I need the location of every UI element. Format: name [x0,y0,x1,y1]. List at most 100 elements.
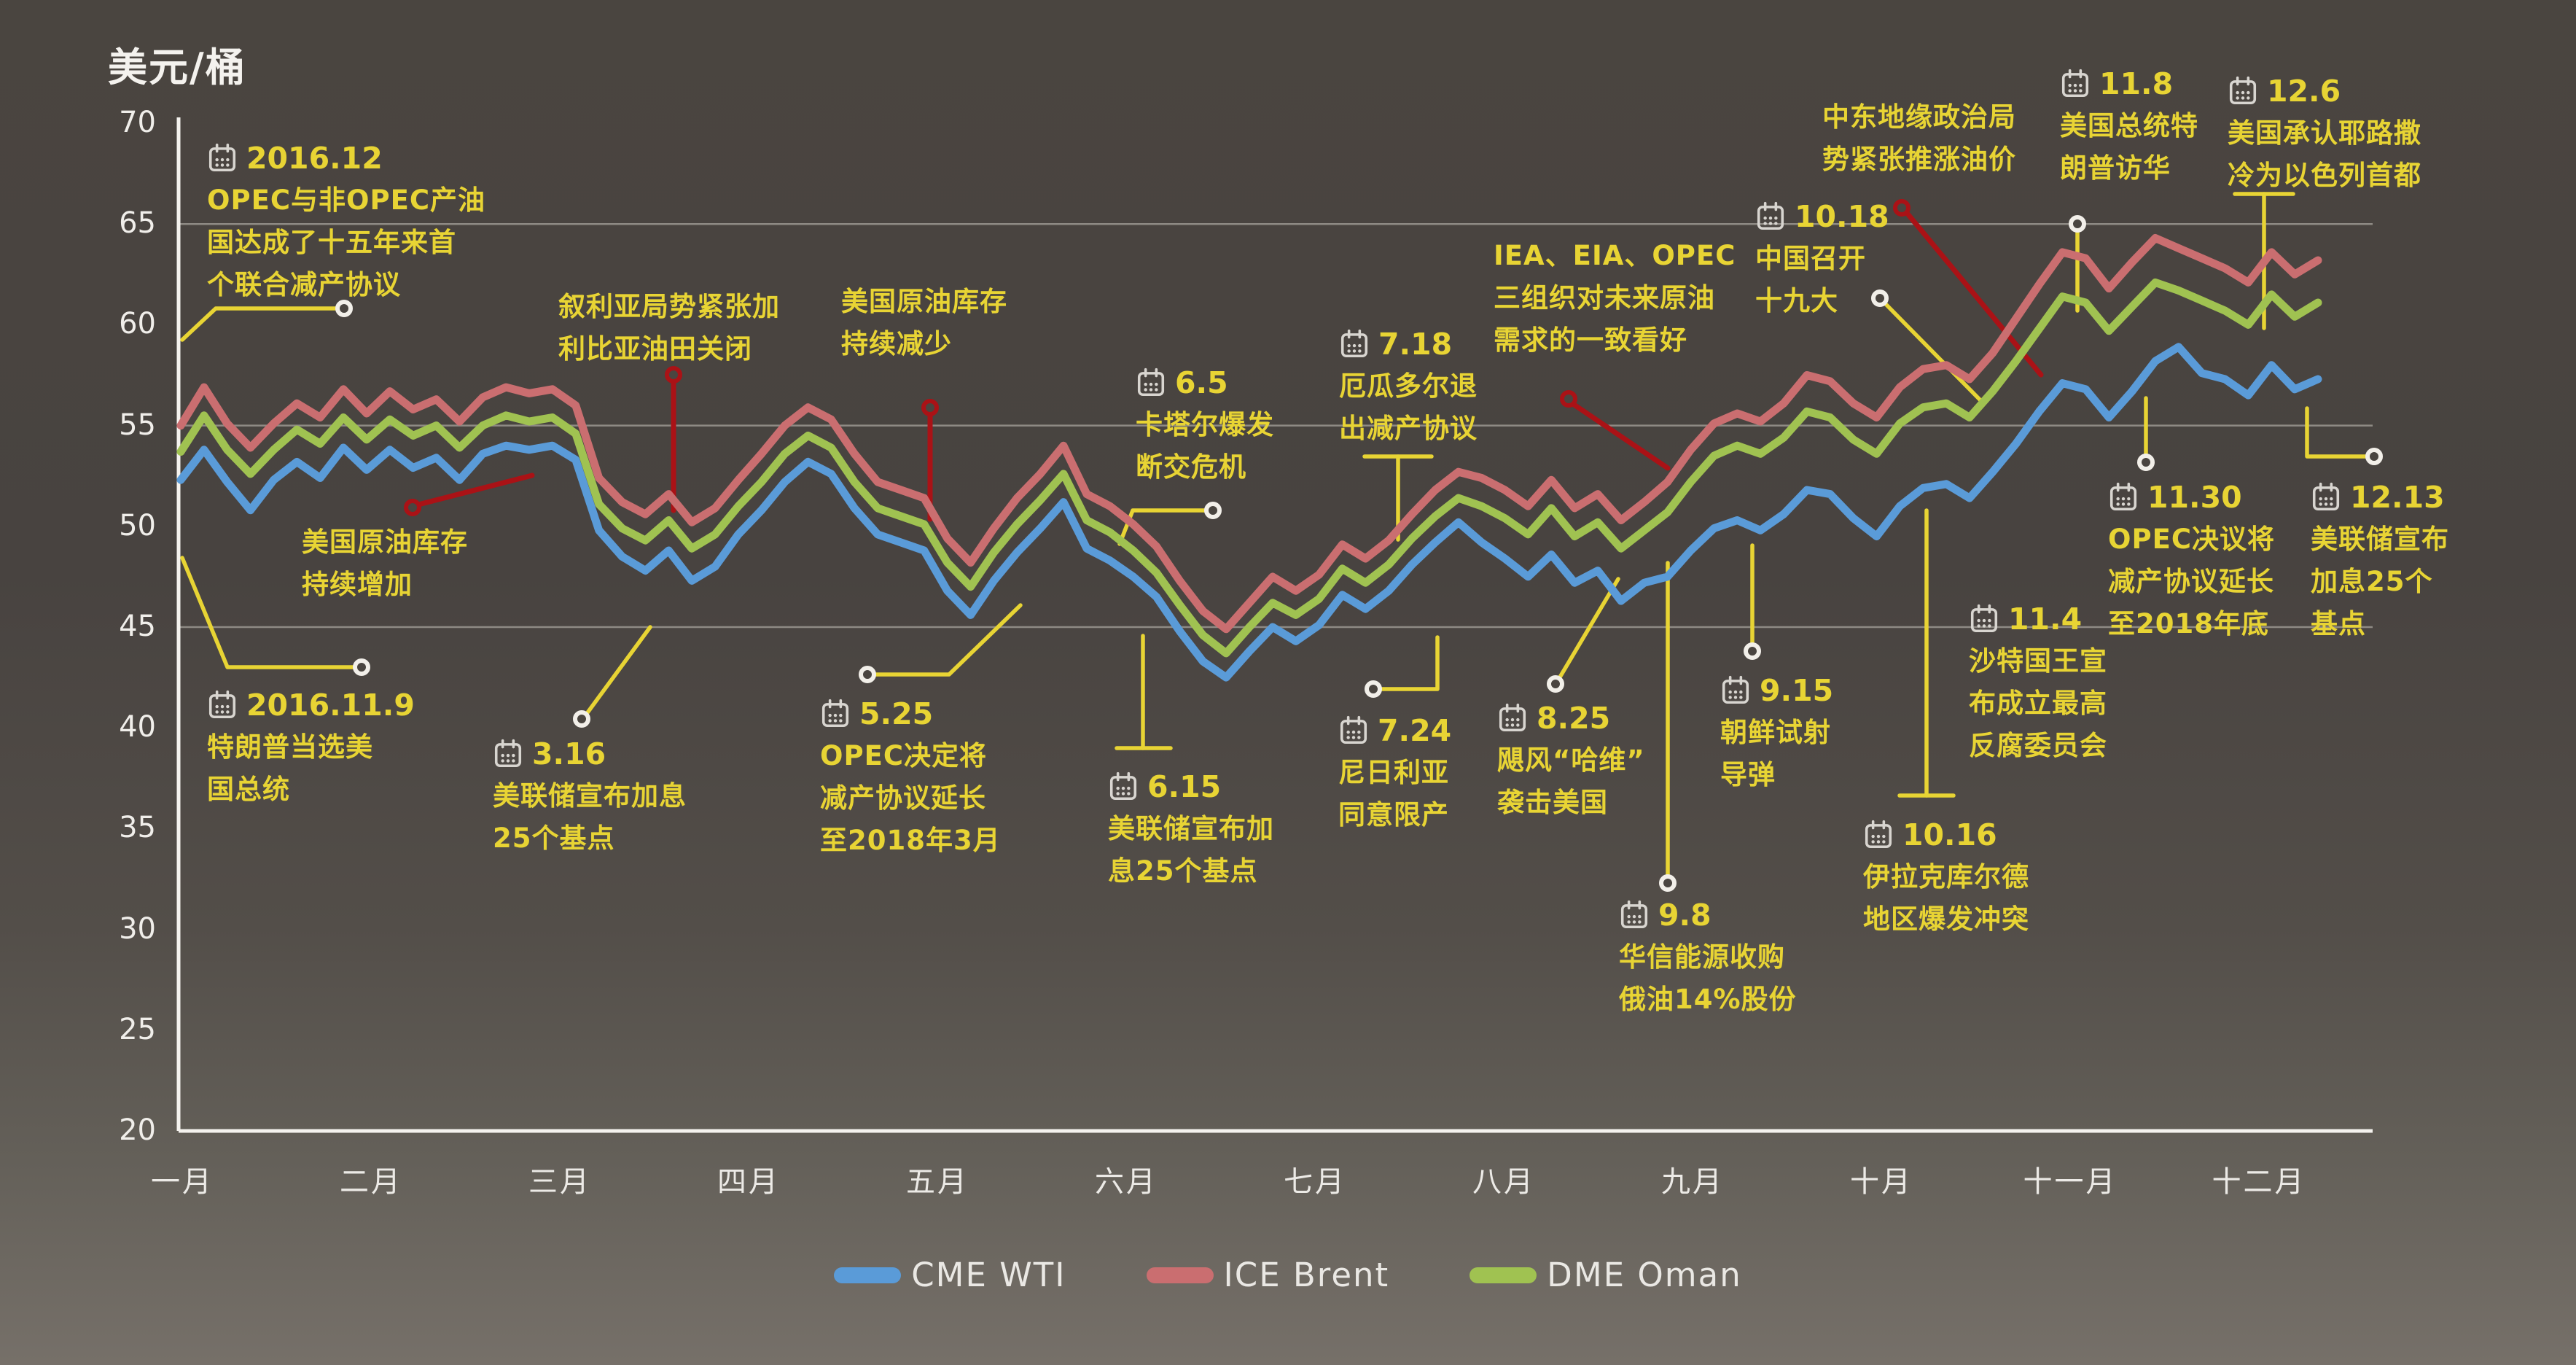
annotation-text: 地区爆发冲突 [1863,903,2029,935]
annotation-date-text: 9.8 [1658,898,1712,933]
y-tick-label: 20 [119,1113,156,1147]
annotation-anchor-dot [353,658,370,676]
annotation-leader-line [180,556,359,669]
annotation-text: 持续增加 [302,569,413,600]
annotation-leader-line [415,472,535,508]
annotation-text: OPEC决定将 [820,740,987,771]
annotation-date-text: 8.25 [1537,701,1611,736]
annotation-text: 同意限产 [1338,799,1449,831]
annotation-text: 减产协议延长 [820,782,986,814]
annotation-anchor-dot [2069,215,2086,233]
annotation-leader-line [2305,406,2371,459]
calendar-icon [208,143,236,172]
annotation-date-text: 7.24 [1378,713,1452,748]
annotation-date: 7.18 [1339,323,1478,365]
annotation-anchor-dot [921,399,939,416]
annotation-text: 朗普访华 [2060,152,2171,184]
y-tick-label: 70 [119,106,156,139]
month-label: 二月 [340,1165,402,1199]
annotation-text: 中东地缘政治局 [1822,101,2016,133]
annotation-fed-3-16: 3.16 美联储宣布加息 25个基点 [493,733,687,860]
annotation-date-text: 3.16 [532,736,606,771]
legend-label: CME WTI [911,1256,1066,1294]
annotation-date-text: 9.15 [1760,673,1834,708]
annotation-date: 10.16 [1863,814,2029,856]
y-tick-label: 30 [119,911,156,946]
annotation-date: 11.30 [2108,476,2275,518]
annotation-date: 6.15 [1108,766,1274,808]
annotation-text: 持续减少 [841,328,952,359]
annotation-anchor-dot [573,710,590,728]
annotation-text: 中国召开 [1755,243,1866,274]
annotation-text: IEA、EIA、OPEC [1494,240,1736,271]
annotation-text: 需求的一致看好 [1494,324,1687,356]
annotation-iea-eia-opec: IEA、EIA、OPEC 三组织对未来原油 需求的一致看好 [1494,235,1736,362]
annotation-text: 伊拉克库尔德 [1863,861,2029,892]
annotation-anchor-dot [335,300,353,317]
annotation-leader-line [584,625,652,717]
annotation-text: 尼日利亚 [1338,757,1449,788]
month-label: 十一月 [2023,1165,2118,1199]
annotation-text: 俄油14%股份 [1619,984,1797,1015]
annotation-date-text: 12.6 [2267,74,2341,109]
calendar-icon [208,690,236,719]
y-tick-label: 65 [119,206,156,241]
annotation-leader-line [180,306,342,342]
annotation-syria-libya: 叙利亚局势紧张加 利比亚油田关闭 [558,286,780,370]
annotation-date-text: 11.8 [2099,66,2174,101]
annotation-text: 25个基点 [493,822,615,854]
annotation-anchor-dot [1744,642,1761,660]
annotation-text: 飓风“哈维” [1497,744,1645,776]
annotation-date: 2016.11.9 [207,684,415,726]
month-label: 一月 [151,1165,214,1199]
annotation-text: 导弹 [1720,759,1776,790]
annotation-us-inventory-increase: 美国原油库存 持续增加 [302,521,468,606]
annotation-text: 十九大 [1755,285,1838,316]
month-label: 四月 [717,1165,780,1199]
annotation-date-text: 11.30 [2147,480,2242,515]
calendar-icon [1757,201,1784,230]
annotation-date: 3.16 [493,733,687,775]
annotation-opec-2016-12: 2016.12 OPEC与非OPEC产油 国达成了十五年来首 个联合减产协议 [207,137,485,306]
legend-item-ice-brent: ICE Brent [1146,1256,1390,1294]
annotation-anchor-dot [2365,448,2383,465]
annotation-text: 国达成了十五年来首 [207,227,456,258]
month-label: 八月 [1472,1165,1535,1199]
annotation-text: 美联储宣布 [2311,524,2449,555]
calendar-icon [2061,69,2089,98]
annotation-date: 5.25 [820,693,1001,735]
annotation-date-text: 11.4 [2008,602,2083,637]
annotation-text: 布成立最高 [1969,688,2107,719]
price-series-layer [176,234,2322,682]
annotation-trump-visit-11-8: 11.8 美国总统特朗普访华 [2060,63,2198,190]
legend-color-swatch [834,1267,902,1283]
annotation-date-text: 7.18 [1378,327,1453,362]
annotation-date-text: 6.5 [1175,365,1228,400]
annotation-anchor-dot [1365,680,1382,698]
series-line-dme-oman [176,278,2322,658]
annotation-jerusalem-12-6: 12.6 美国承认耶路撒 冷为以色列首都 [2228,70,2421,197]
legend-label: ICE Brent [1223,1256,1390,1294]
annotation-text: 个联合减产协议 [207,269,401,300]
annotation-text: 出减产协议 [1339,413,1478,444]
annotation-text: OPEC决议将 [2108,524,2275,555]
annotation-fed-6-15: 6.15 美联储宣布加 息25个基点 [1108,766,1274,892]
annotation-trump-2016-11-9: 2016.11.9 特朗普当选美 国总统 [207,684,415,811]
calendar-icon [2109,482,2137,511]
annotation-opec-5-25: 5.25 OPEC决定将 减产协议延长 至2018年3月 [820,693,1001,862]
annotation-anchor-dot [1204,502,1222,519]
annotation-text: 朝鲜试射 [1720,717,1831,748]
y-tick-label: 55 [119,408,156,442]
annotation-text: 减产协议延长 [2108,566,2274,597]
annotation-leader-line [1883,301,1983,403]
annotation-text: 袭击美国 [1497,787,1608,818]
annotation-cefc-9-8: 9.8 华信能源收购 俄油14%股份 [1619,894,1797,1021]
annotation-text: 势紧张推涨油价 [1822,144,2016,175]
annotation-leader-line [870,603,1023,677]
annotation-text: 反腐委员会 [1969,730,2107,761]
y-tick-label: 50 [119,508,156,542]
annotation-text: 美国总统特 [2060,110,2198,141]
axes-layer [176,117,2373,1133]
annotation-text: 叙利亚局势紧张加 [558,291,780,322]
